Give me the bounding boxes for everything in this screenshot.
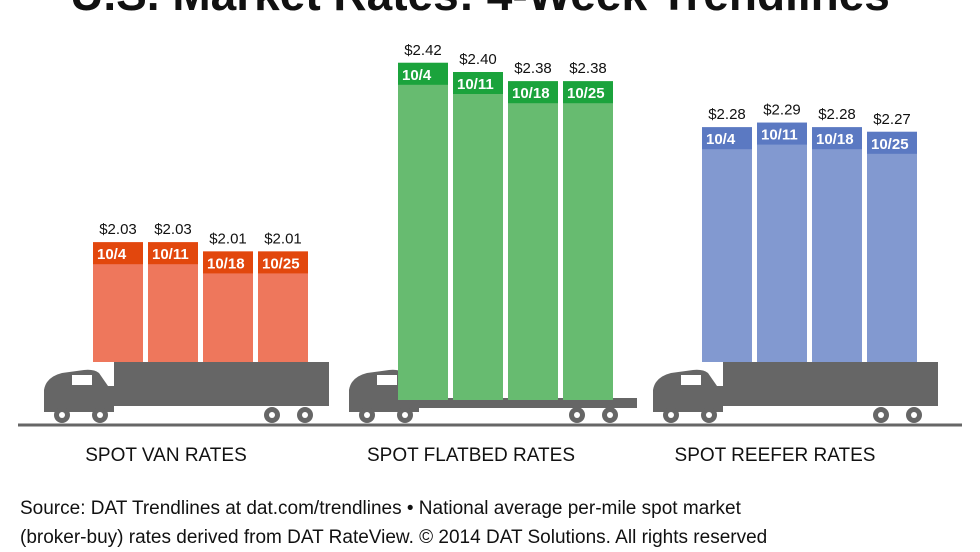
date-label: 10/4 bbox=[402, 67, 432, 84]
value-label: $2.03 bbox=[99, 221, 137, 238]
hub bbox=[269, 412, 275, 418]
date-strip bbox=[508, 81, 558, 104]
source-note: (broker-buy) rates derived from DAT Rate… bbox=[20, 527, 767, 548]
date-strip bbox=[757, 122, 807, 145]
group-label: SPOT REEFER RATES bbox=[675, 445, 876, 466]
truck-cab bbox=[44, 369, 114, 412]
value-label: $2.03 bbox=[154, 221, 192, 238]
date-label: 10/18 bbox=[512, 85, 550, 102]
value-label: $2.01 bbox=[209, 230, 247, 247]
date-strip bbox=[258, 251, 308, 274]
date-strip bbox=[148, 242, 198, 265]
bar bbox=[867, 131, 917, 362]
date-label: 10/25 bbox=[262, 255, 300, 272]
date-label: 10/18 bbox=[816, 131, 854, 148]
bar bbox=[702, 127, 752, 362]
date-label: 10/11 bbox=[457, 76, 494, 93]
trailer bbox=[114, 362, 329, 406]
date-strip bbox=[563, 81, 613, 104]
group-label: SPOT VAN RATES bbox=[85, 445, 247, 466]
group-label: SPOT FLATBED RATES bbox=[367, 445, 575, 466]
bar bbox=[757, 122, 807, 362]
date-label: 10/18 bbox=[207, 255, 245, 272]
chart-title: U.S. Market Rates: 4-Week Trendlines bbox=[70, 0, 890, 20]
trailer bbox=[723, 362, 938, 406]
bar bbox=[508, 81, 558, 400]
bar bbox=[563, 81, 613, 400]
date-label: 10/25 bbox=[871, 136, 909, 153]
value-label: $2.28 bbox=[818, 106, 856, 123]
hub bbox=[97, 412, 103, 418]
value-label: $2.38 bbox=[514, 60, 552, 77]
date-label: 10/11 bbox=[152, 246, 189, 263]
date-label: 10/11 bbox=[761, 127, 798, 144]
source-note: Source: DAT Trendlines at dat.com/trendl… bbox=[20, 498, 742, 519]
hub bbox=[911, 412, 917, 418]
hub bbox=[402, 412, 408, 418]
hub bbox=[668, 412, 674, 418]
hub bbox=[706, 412, 712, 418]
value-label: $2.27 bbox=[873, 111, 911, 128]
cab-window bbox=[72, 375, 92, 385]
date-strip bbox=[702, 127, 752, 150]
date-strip bbox=[398, 62, 448, 85]
hub bbox=[607, 412, 613, 418]
truck-cab bbox=[653, 369, 723, 412]
date-strip bbox=[453, 72, 503, 94]
hub bbox=[878, 412, 884, 418]
hub bbox=[364, 412, 370, 418]
value-label: $2.01 bbox=[264, 230, 302, 247]
date-strip bbox=[203, 251, 253, 274]
date-strip bbox=[867, 131, 917, 154]
hub bbox=[574, 412, 580, 418]
value-label: $2.29 bbox=[763, 102, 801, 119]
date-strip bbox=[812, 127, 862, 150]
hub bbox=[59, 412, 65, 418]
value-label: $2.28 bbox=[708, 106, 746, 123]
value-label: $2.38 bbox=[569, 60, 607, 77]
date-label: 10/25 bbox=[567, 85, 605, 102]
truck bbox=[653, 362, 938, 423]
hub bbox=[302, 412, 308, 418]
truck bbox=[44, 362, 329, 423]
date-label: 10/4 bbox=[706, 131, 736, 148]
cab-window bbox=[377, 375, 397, 385]
bar bbox=[398, 62, 448, 401]
value-label: $2.40 bbox=[459, 51, 497, 68]
value-label: $2.42 bbox=[404, 42, 442, 59]
date-label: 10/4 bbox=[97, 246, 127, 263]
bar bbox=[812, 127, 862, 362]
bar bbox=[453, 72, 503, 400]
trailer-deck bbox=[419, 398, 637, 408]
date-strip bbox=[93, 242, 143, 265]
cab-window bbox=[681, 375, 701, 385]
